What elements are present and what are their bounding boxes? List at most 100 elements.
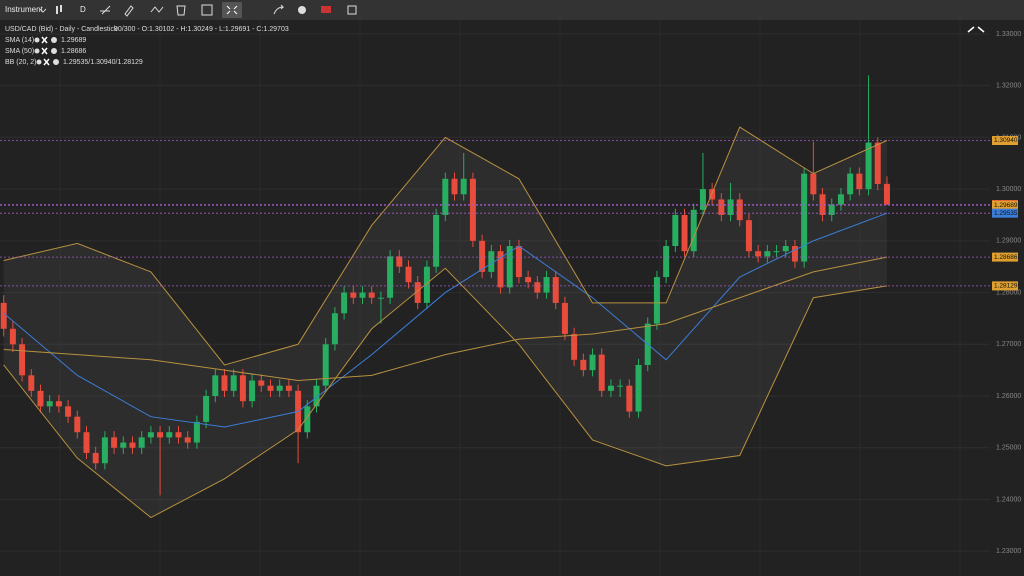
candle-body (865, 142, 872, 190)
popout-tool[interactable] (347, 5, 357, 15)
y-tick-label: 1.24000 (996, 496, 1021, 503)
candle-body (488, 251, 495, 272)
candle-body (690, 209, 697, 252)
candle-body (157, 432, 164, 438)
candle-body (111, 437, 118, 448)
y-tick-label: 1.26000 (996, 393, 1021, 400)
fit-tool[interactable] (222, 2, 242, 18)
plot: 1.23000 1.24000 1.25000 1.26000 1.27000 1.280… (0, 20, 1021, 576)
candle-body (598, 354, 605, 391)
candle-body (589, 354, 596, 371)
candle-body (101, 437, 108, 464)
trash-tool[interactable] (176, 5, 186, 16)
y-tick-label: 1.33000 (996, 31, 1021, 38)
candle-icon[interactable] (56, 6, 58, 14)
candle-body (847, 173, 854, 195)
y-tick-label: 1.27000 (996, 341, 1021, 348)
candle-body (552, 277, 559, 303)
candle-body (810, 173, 817, 195)
legend-icons[interactable] (34, 36, 60, 66)
candle-body (221, 375, 228, 391)
candle-body (55, 401, 62, 407)
theme-tool[interactable] (298, 6, 306, 14)
y-tick-label: 1.23000 (996, 548, 1021, 555)
candle-body (773, 251, 780, 253)
candle-body (184, 437, 191, 443)
candle-body (331, 313, 338, 345)
draw-tool[interactable] (100, 5, 111, 15)
legend-name: BB (20, 2) (5, 59, 37, 66)
candle-body (561, 302, 568, 334)
indicator-tool[interactable] (150, 6, 164, 13)
candle-body (617, 385, 624, 387)
price-tag (992, 136, 1018, 146)
dropdown[interactable] (39, 8, 47, 13)
candle-body (405, 266, 412, 283)
price-tag-label: 1.29689 (994, 202, 1018, 209)
candle-body (368, 292, 375, 298)
candle-body (534, 282, 541, 293)
legend-name: SMA (14) (5, 37, 34, 44)
candle-body (92, 452, 99, 464)
candle-body (653, 277, 660, 324)
candle-body (37, 390, 44, 407)
language-flag[interactable] (321, 6, 331, 13)
candle-body (607, 385, 614, 391)
candle-body (801, 173, 808, 262)
candle-body (469, 178, 476, 241)
indicator-line (3, 126, 888, 366)
candle-body (433, 214, 440, 267)
candle-body (699, 189, 706, 210)
candle-body (571, 333, 578, 360)
candle-body (626, 385, 633, 412)
candle-body (175, 432, 182, 438)
candle-body (313, 385, 320, 407)
bb-fill (3, 127, 887, 518)
layout-tool[interactable] (201, 4, 213, 16)
instrument-menu[interactable]: Instrument (5, 5, 44, 14)
candle-body (460, 178, 467, 195)
candle-body (341, 292, 348, 314)
candle-body (396, 256, 403, 267)
price-tag-label: 1.28129 (994, 283, 1018, 290)
pen-tool[interactable] (124, 5, 134, 17)
candle-body (791, 246, 798, 262)
candle-body (837, 194, 844, 205)
indicator-line (3, 256, 888, 381)
chart-title: USD/CAD (Bid) - Daily - Candlestick (5, 26, 118, 33)
candle-body (764, 251, 771, 257)
candle-body (322, 344, 329, 386)
candle-body (423, 266, 430, 303)
candle-body (442, 178, 449, 215)
candle-body (0, 302, 7, 329)
candle-body (782, 246, 789, 252)
candle-body (856, 173, 863, 190)
toolbar: Instrument D (0, 0, 1024, 20)
candle-body (19, 344, 26, 376)
share-tool[interactable] (273, 4, 285, 15)
candle-body (276, 385, 283, 391)
interval-menu[interactable]: D (80, 5, 86, 14)
candle-body (414, 282, 421, 303)
expand-icon[interactable] (967, 26, 985, 33)
indicator-line (3, 212, 888, 428)
fit-icon (226, 5, 238, 15)
candle-body (249, 380, 256, 402)
candle-body (681, 214, 688, 252)
candle-body (377, 297, 384, 299)
price-tag (992, 281, 1018, 291)
candle-body (258, 380, 265, 386)
candle-body (83, 432, 90, 453)
candle-icon[interactable] (60, 5, 62, 12)
candle-body (9, 328, 16, 345)
legend-value: 1.29535/1.30940/1.28129 (63, 59, 143, 66)
price-tag (992, 252, 1018, 262)
candle-body (193, 421, 200, 443)
candle-body (828, 204, 835, 215)
toolbar-bg (0, 0, 1024, 20)
candle-body (451, 178, 458, 195)
candle-body (304, 406, 311, 433)
candle-body (883, 183, 890, 205)
